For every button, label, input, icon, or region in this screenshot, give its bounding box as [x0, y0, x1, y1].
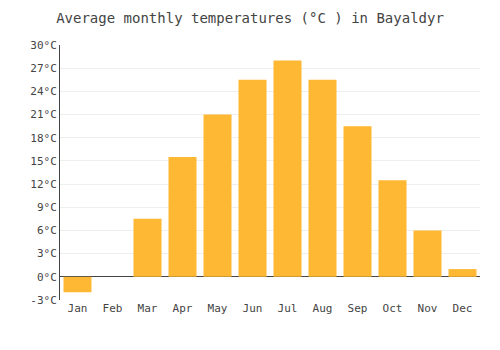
svg-text:Sep: Sep [348, 302, 368, 315]
svg-text:18°C: 18°C [30, 132, 57, 145]
svg-text:0°C: 0°C [37, 271, 57, 284]
svg-text:24°C: 24°C [30, 85, 57, 98]
svg-text:Mar: Mar [138, 302, 158, 315]
svg-text:30°C: 30°C [30, 39, 57, 52]
svg-text:6°C: 6°C [37, 224, 57, 237]
svg-text:-3°C: -3°C [30, 294, 57, 307]
svg-text:12°C: 12°C [30, 178, 57, 191]
svg-text:Feb: Feb [103, 302, 123, 315]
svg-text:27°C: 27°C [30, 62, 57, 75]
svg-text:Aug: Aug [313, 302, 333, 315]
svg-text:May: May [208, 302, 228, 315]
svg-text:21°C: 21°C [30, 108, 57, 121]
svg-text:Nov: Nov [418, 302, 438, 315]
svg-text:Dec: Dec [453, 302, 473, 315]
svg-text:Average monthly temperatures (: Average monthly temperatures (°C ) in Ba… [56, 10, 444, 26]
svg-text:Apr: Apr [173, 302, 193, 315]
svg-text:Oct: Oct [383, 302, 403, 315]
svg-text:Jan: Jan [68, 302, 88, 315]
svg-text:9°C: 9°C [37, 201, 57, 214]
svg-text:Jul: Jul [278, 302, 298, 315]
svg-text:3°C: 3°C [37, 247, 57, 260]
svg-text:Jun: Jun [243, 302, 263, 315]
svg-text:15°C: 15°C [30, 155, 57, 168]
